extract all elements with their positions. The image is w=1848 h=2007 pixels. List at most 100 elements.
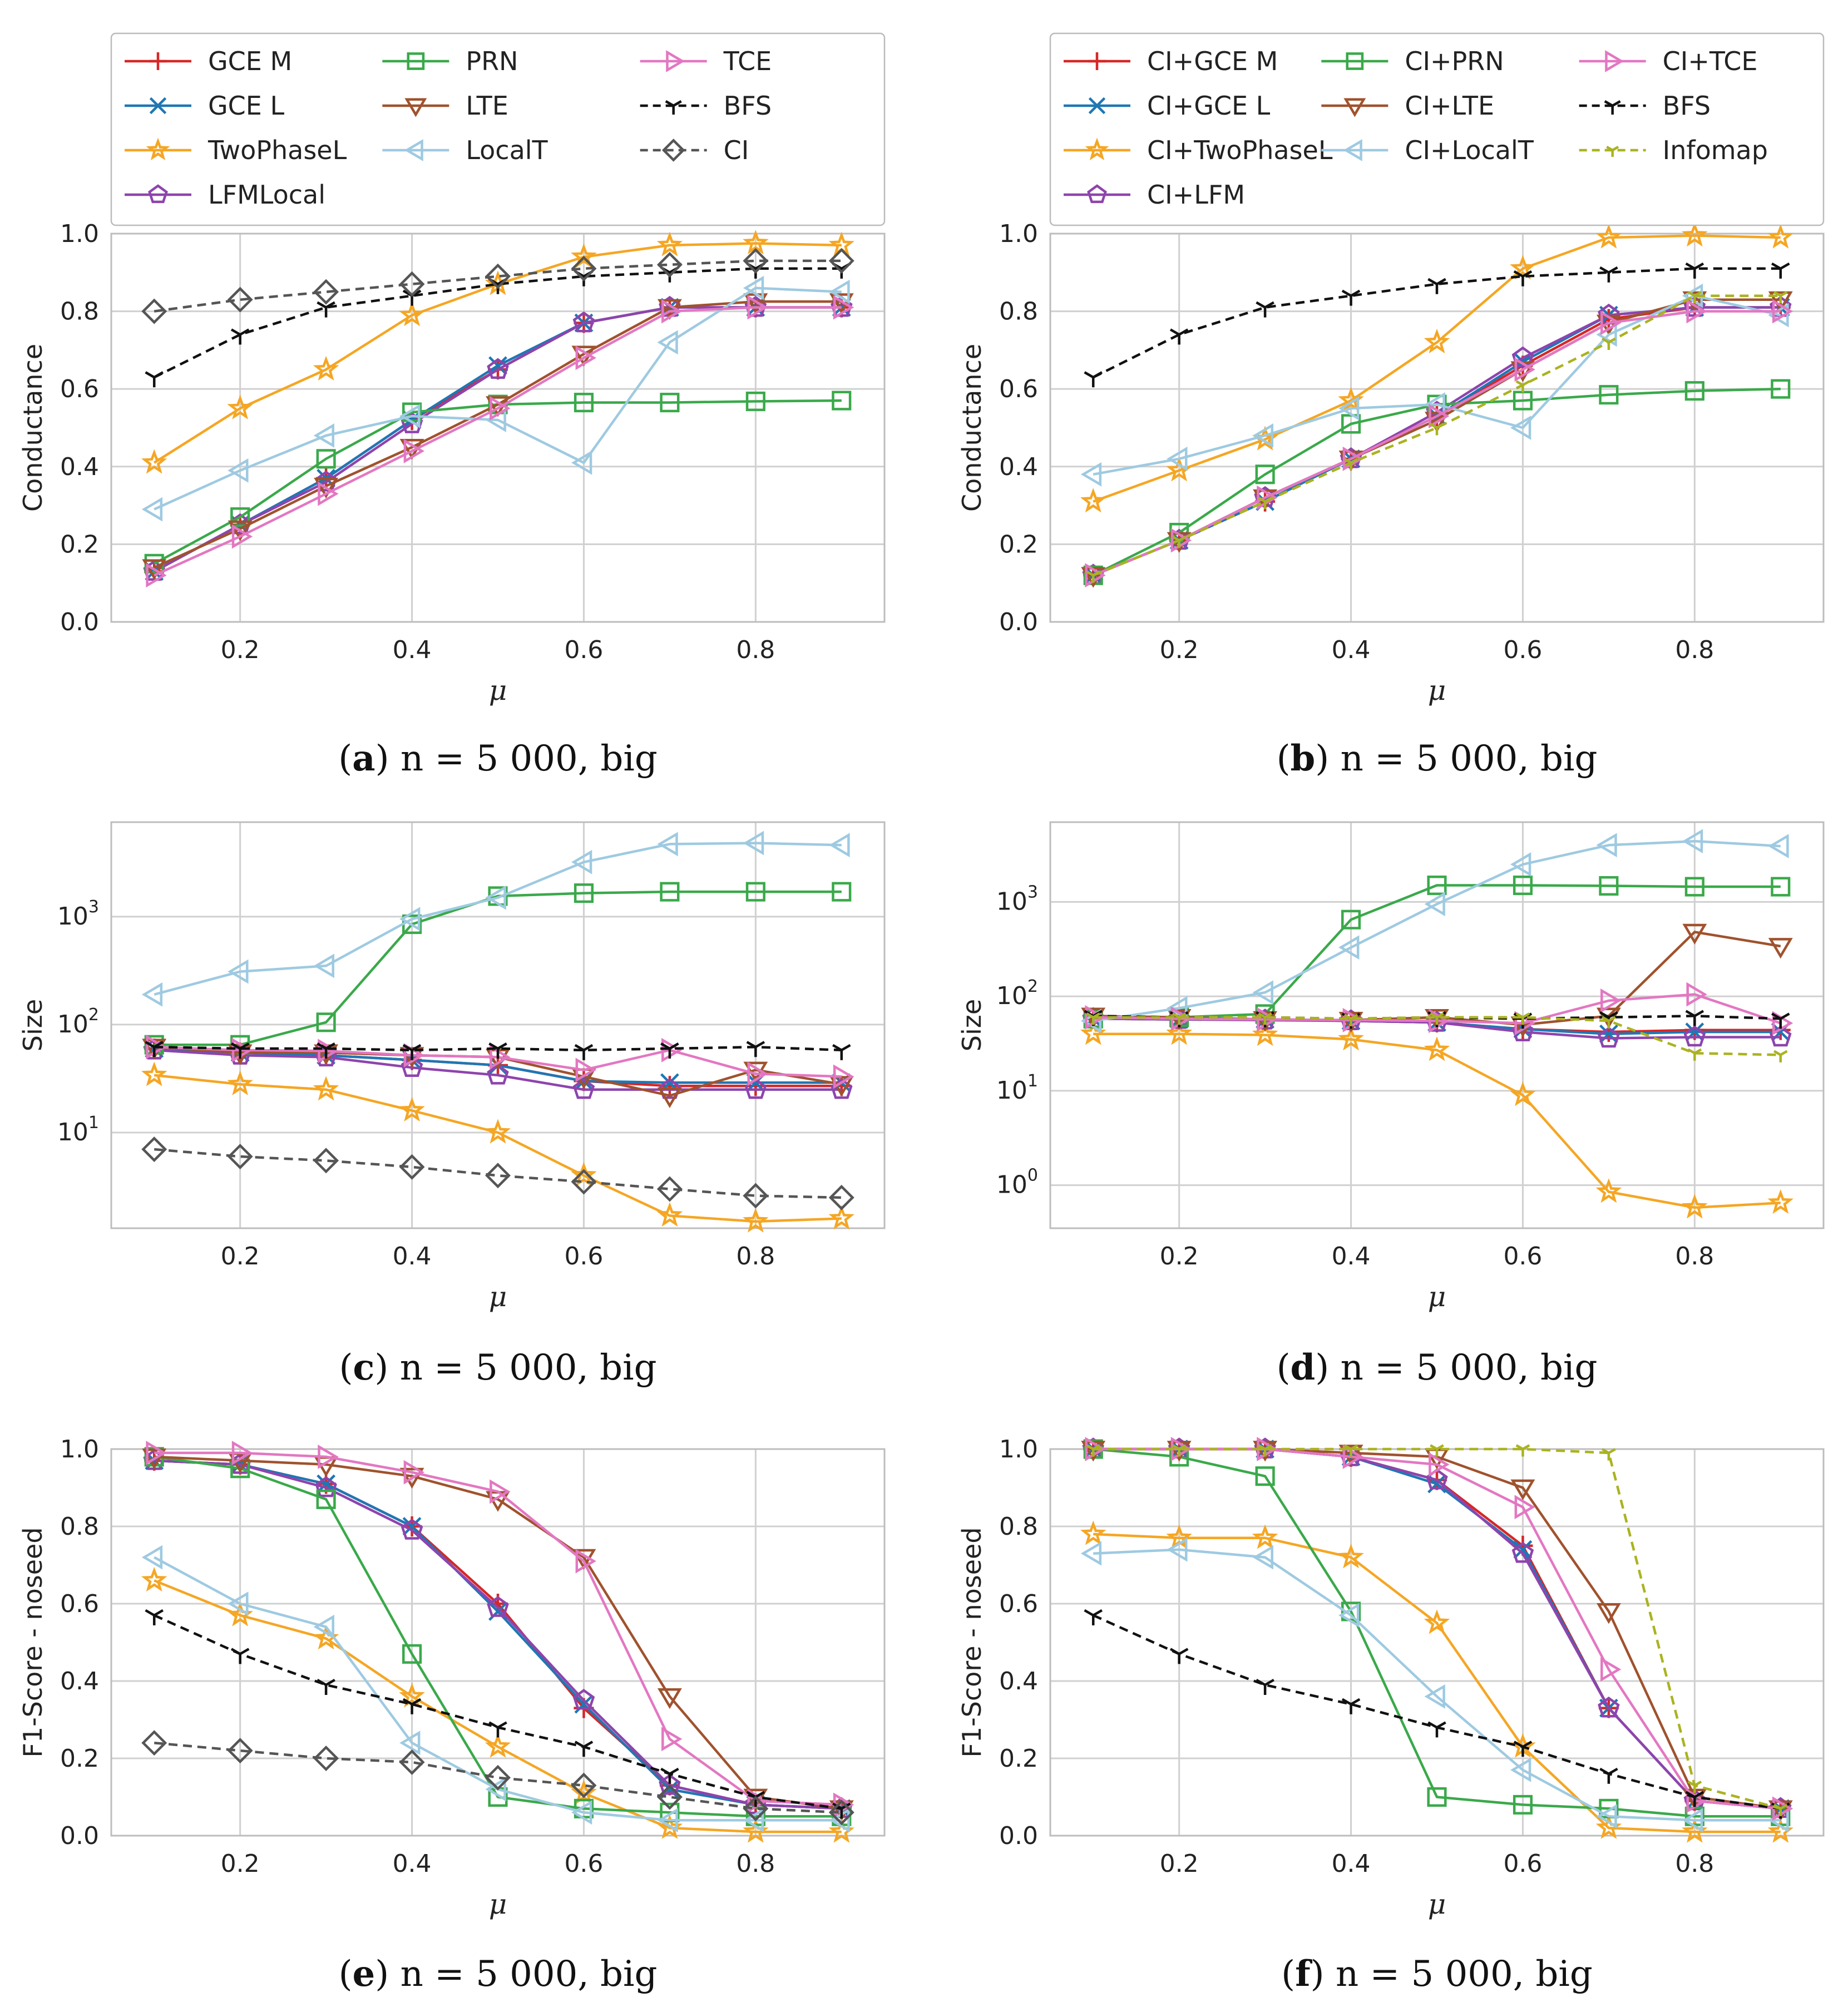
- data-point: [743, 1183, 769, 1209]
- data-point: [1341, 1698, 1361, 1714]
- data-point: [575, 1549, 596, 1574]
- series-localt: [141, 831, 850, 1007]
- data-point: [403, 1460, 424, 1485]
- data-point: [313, 1614, 334, 1639]
- series-bfs: [1084, 1609, 1790, 1819]
- series-line: [1093, 1032, 1781, 1209]
- legend-item-bfs: BFS: [1579, 91, 1711, 121]
- legend-marker-icon: [1346, 52, 1364, 70]
- data-point: [141, 1136, 167, 1163]
- data-point: [1172, 1012, 1187, 1025]
- y-tick-label: 0.0: [999, 1822, 1038, 1850]
- x-tick-label: 0.6: [564, 636, 603, 664]
- data-point: [1427, 1721, 1446, 1738]
- series-line: [154, 306, 842, 577]
- series-ci: [141, 1730, 854, 1826]
- data-point: [1510, 255, 1536, 280]
- data-point: [657, 1688, 682, 1709]
- data-point: [145, 371, 164, 388]
- y-tick-label: 102: [57, 1005, 99, 1039]
- data-point: [1166, 1020, 1192, 1045]
- y-tick-label: 0.8: [999, 298, 1038, 326]
- data-point: [145, 1609, 164, 1625]
- data-point: [318, 1039, 339, 1064]
- data-point: [402, 1044, 422, 1060]
- legend-label: CI+LFM: [1147, 180, 1245, 210]
- data-point: [828, 1205, 855, 1230]
- data-point: [1167, 1537, 1188, 1562]
- x-tick-label: 0.8: [1675, 1242, 1714, 1271]
- data-point: [660, 1042, 679, 1059]
- y-tick-label: 0.2: [60, 530, 99, 558]
- data-point: [1599, 1024, 1618, 1044]
- data-point: [1343, 1014, 1358, 1026]
- data-point: [485, 1777, 506, 1802]
- subfigure-caption: (b) n = 5 000, big: [1277, 738, 1598, 779]
- series-line: [154, 306, 842, 573]
- legend-marker-icon: [148, 184, 168, 204]
- data-point: [1685, 1010, 1704, 1026]
- data-point: [660, 882, 680, 902]
- data-point: [743, 831, 764, 856]
- series-gce-l: [145, 298, 851, 581]
- data-point: [1510, 852, 1531, 877]
- series-line: [154, 890, 842, 1046]
- data-point: [1430, 1012, 1444, 1025]
- y-tick-label: 0.8: [999, 1512, 1038, 1541]
- data-point: [485, 1119, 511, 1144]
- legend-marker-icon: [1087, 184, 1107, 204]
- data-point: [1768, 834, 1789, 859]
- data-point: [141, 298, 167, 324]
- series-line: [154, 1045, 842, 1052]
- x-tick-label: 0.6: [1503, 1242, 1542, 1271]
- x-tick-label: 0.6: [564, 1850, 603, 1878]
- legend-marker-icon: [665, 100, 682, 115]
- data-area: [1080, 829, 1794, 1219]
- y-tick-label: 1.0: [60, 1435, 99, 1464]
- legend-marker-icon: [666, 50, 685, 72]
- series-ci-twophasel: [1080, 222, 1794, 513]
- x-tick-label: 0.4: [1332, 636, 1371, 664]
- data-point: [833, 295, 854, 320]
- data-point: [1427, 278, 1446, 294]
- x-tick-label: 0.6: [1503, 1850, 1542, 1878]
- series-gce-m: [144, 297, 852, 582]
- data-point: [485, 1163, 511, 1189]
- legend-label: CI+TwoPhaseL: [1147, 135, 1333, 165]
- series-ci: [141, 1136, 854, 1210]
- chart-d: 0.2 0.4 0.6 0.8 100 101 102 103 μ Size (d) n = 5 0…: [957, 821, 1825, 1388]
- y-tick-label: 103: [57, 897, 99, 931]
- data-point: [1685, 262, 1704, 279]
- series-line: [1093, 1447, 1781, 1810]
- data-point: [1685, 1791, 1704, 1807]
- legend-marker-icon: [1604, 100, 1621, 115]
- data-point: [1511, 346, 1534, 368]
- legend-label: PRN: [466, 46, 518, 76]
- data-point: [1252, 1524, 1278, 1549]
- series-line: [1093, 1614, 1781, 1810]
- data-point: [1767, 1189, 1794, 1214]
- legend-marker-icon: [1343, 98, 1366, 117]
- x-tick-label: 0.4: [393, 636, 432, 664]
- plot-frame: [1049, 233, 1825, 623]
- data-point: [1086, 1012, 1101, 1025]
- plot-frame: [110, 233, 886, 623]
- data-point: [743, 275, 764, 300]
- data-point: [141, 1545, 163, 1570]
- data-point: [1172, 535, 1187, 548]
- data-point: [1424, 892, 1445, 917]
- x-tick-label: 0.4: [393, 1850, 432, 1878]
- data-point: [1515, 380, 1530, 393]
- data-point: [1170, 1006, 1192, 1031]
- series-tce: [146, 295, 854, 588]
- data-point: [317, 301, 335, 318]
- data-point: [661, 299, 683, 324]
- data-point: [743, 230, 769, 255]
- data-point: [399, 1749, 425, 1775]
- series-ci-localt: [1080, 283, 1789, 487]
- data-point: [1510, 1479, 1535, 1500]
- data-point: [747, 295, 768, 320]
- data-point: [571, 243, 597, 268]
- legend-item-infomap: Infomap: [1579, 135, 1768, 165]
